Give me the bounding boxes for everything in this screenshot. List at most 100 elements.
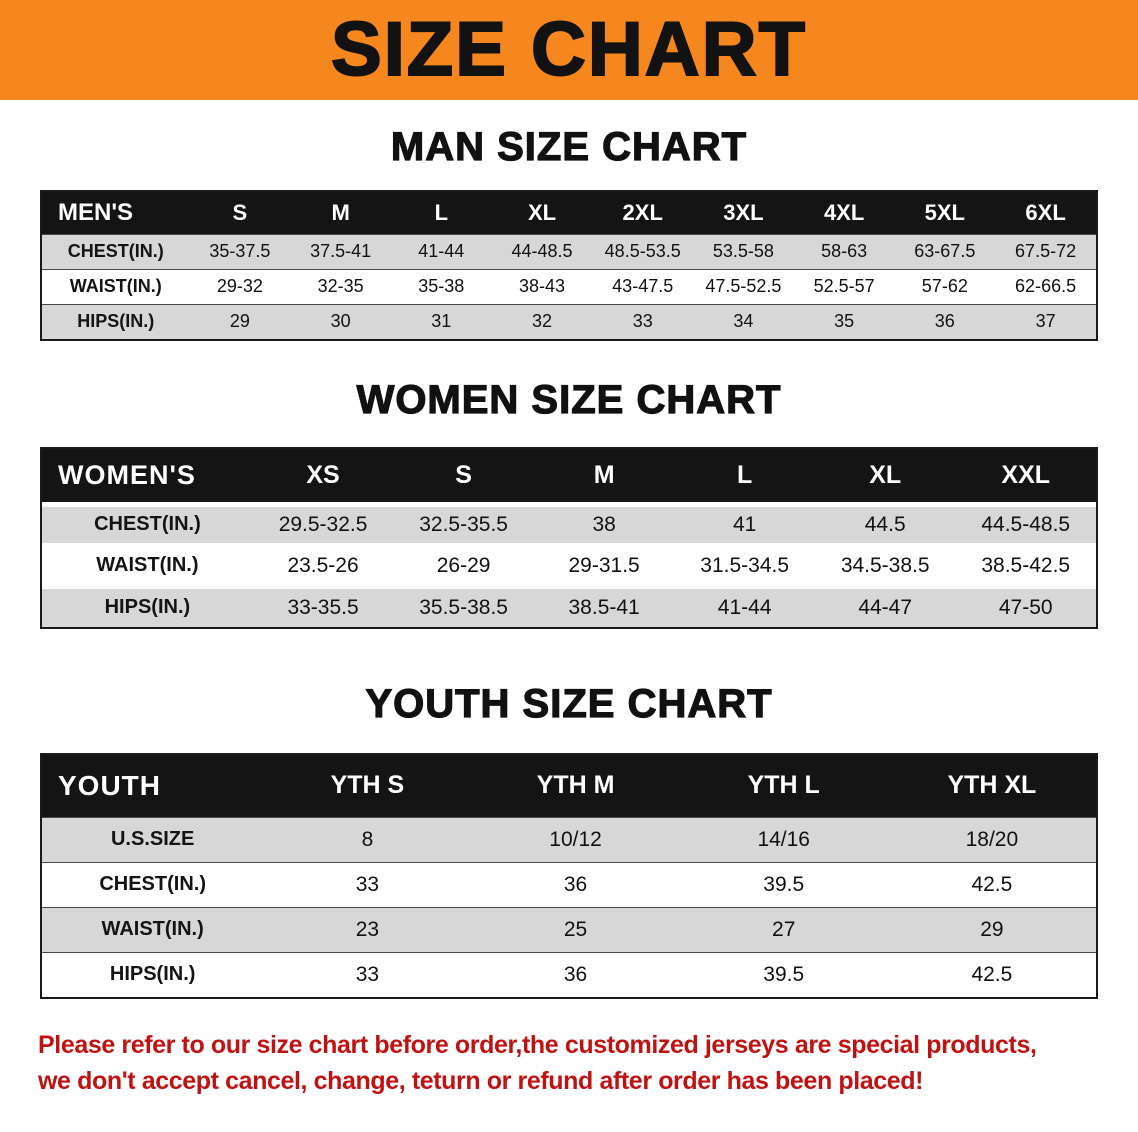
size-value-cell: 35 (834, 311, 855, 332)
row-label-cell: CHEST(IN.) (99, 873, 206, 895)
size-header-cell: M (533, 449, 675, 504)
size-value-cell: 57-62 (921, 276, 968, 296)
size-charts: MAN SIZE CHART MEN'S S M L XL 2XL 3XL 4XL 5XL 6XL… (0, 124, 1138, 999)
banner: SIZE CHART (0, 0, 1138, 100)
size-value-cell: 43-47.5 (612, 276, 674, 296)
size-value-cell: 52.5-57 (813, 276, 875, 296)
size-value-cell: 34 (733, 311, 754, 332)
youth-size-heading: YOUTH SIZE CHART (365, 681, 773, 726)
size-value-cell: 38-43 (518, 276, 566, 296)
youth-size-section: YOUTH SIZE CHART YOUTH YTH S YTH M YTH L YTH… (0, 681, 1138, 999)
size-header-cell: XXL (955, 449, 1096, 504)
size-value-cell: 63-67.5 (914, 241, 976, 261)
size-value-cell: 39.5 (763, 872, 805, 896)
table-row: HIPS(IN.) 33 36 39.5 42.5 (42, 952, 1096, 997)
size-value-cell: 44-47 (858, 595, 913, 619)
size-value-cell: 31.5-34.5 (700, 553, 790, 577)
size-header-cell: M (290, 192, 391, 234)
size-value-cell: 29 (980, 917, 1004, 941)
size-value-cell: 27 (772, 917, 796, 941)
size-value-cell: 29-31.5 (568, 553, 640, 577)
size-value-cell: 58-63 (821, 241, 868, 261)
women-size-heading: WOMEN SIZE CHART (356, 377, 782, 422)
size-value-cell: 31 (431, 311, 452, 332)
size-header-cell: YTH XL (887, 755, 1096, 817)
size-header-cell: 6XL (995, 192, 1096, 234)
table-row: WAIST(IN.) 29-32 32-35 35-38 38-43 43-47.5 47.… (42, 269, 1096, 304)
size-value-cell: 38.5-41 (568, 595, 640, 619)
man-size-table: MEN'S S M L XL 2XL 3XL 4XL 5XL 6XL CHEST(IN.) 35-37… (42, 192, 1096, 339)
size-value-cell: 29 (229, 311, 250, 332)
size-value-cell: 41 (732, 512, 757, 536)
size-value-cell: 23.5-26 (287, 553, 359, 577)
size-value-cell: 39.5 (763, 962, 805, 986)
size-value-cell: 29.5-32.5 (278, 512, 368, 536)
size-header-cell: XL (814, 449, 956, 504)
size-value-cell: 8 (361, 827, 374, 851)
size-header-cell: L (674, 449, 815, 504)
size-value-cell: 29-32 (216, 276, 263, 296)
table-row: CHEST(IN.) 35-37.5 37.5-41 41-44 44-48.5 48.5… (42, 234, 1096, 269)
size-value-cell: 47-50 (998, 595, 1053, 619)
youth-size-table: YOUTH YTH S YTH M YTH L YTH XL U.S.SIZE 8 10/12… (42, 755, 1096, 997)
row-label-cell: WAIST(IN.) (101, 918, 204, 940)
size-value-cell: 48.5-53.5 (604, 241, 681, 261)
size-header-cell: 4XL (793, 192, 895, 234)
table-title-cell: YOUTH (42, 755, 264, 817)
size-header-cell: S (189, 192, 291, 234)
size-header-cell: YTH S (263, 755, 472, 817)
size-value-cell: 44.5-48.5 (981, 512, 1071, 536)
size-value-cell: 35.5-38.5 (419, 595, 508, 619)
women-size-table-frame: WOMEN'S XS S M L XL XXL CHEST(IN.) 29.5-32.5 32.5… (40, 447, 1098, 629)
size-value-cell: 25 (563, 917, 588, 941)
size-header-cell: 3XL (693, 192, 794, 234)
women-size-section: WOMEN SIZE CHART WOMEN'S XS S M L XL XXL CHEST(… (0, 377, 1138, 629)
size-value-cell: 35-38 (418, 276, 465, 296)
size-header-cell: YTH M (471, 755, 680, 817)
size-header-cell: YTH L (679, 755, 888, 817)
size-value-cell: 38.5-42.5 (981, 553, 1071, 577)
size-value-cell: 18/20 (965, 827, 1019, 851)
size-value-cell: 41-44 (418, 241, 465, 261)
size-value-cell: 33-35.5 (287, 595, 359, 619)
size-value-cell: 37 (1035, 311, 1056, 332)
size-value-cell: 33 (355, 872, 380, 896)
disclaimer-line-2: we don't accept cancel, change, teturn o… (38, 1067, 924, 1096)
size-value-cell: 34.5-38.5 (840, 553, 930, 577)
table-row: HIPS(IN.) 29 30 31 32 33 34 35 36 37 (42, 304, 1096, 339)
size-header-cell: 2XL (592, 192, 694, 234)
size-value-cell: 47.5-52.5 (705, 276, 782, 296)
size-value-cell: 38 (592, 512, 616, 536)
size-value-cell: 35-37.5 (209, 241, 271, 261)
man-size-table-frame: MEN'S S M L XL 2XL 3XL 4XL 5XL 6XL CHEST(IN.) 35-37… (40, 190, 1098, 341)
size-header-cell: XS (252, 449, 394, 504)
page-title: SIZE CHART (330, 7, 807, 92)
size-header-cell: S (393, 449, 534, 504)
size-value-cell: 36 (934, 311, 955, 332)
size-value-cell: 67.5-72 (1015, 241, 1077, 261)
size-header-cell: XL (491, 192, 593, 234)
size-value-cell: 44.5 (864, 512, 906, 536)
size-header-cell: L (390, 192, 492, 234)
size-value-cell: 32-35 (317, 276, 364, 296)
size-value-cell: 41-44 (717, 595, 772, 619)
row-label-cell: CHEST(IN.) (67, 241, 164, 261)
table-header-row: YOUTH YTH S YTH M YTH L YTH XL (42, 755, 1096, 817)
table-row: WAIST(IN.) 23 25 27 29 (42, 907, 1096, 952)
row-label-cell: U.S.SIZE (110, 828, 195, 850)
women-size-table: WOMEN'S XS S M L XL XXL CHEST(IN.) 29.5-32.5 32.5… (42, 449, 1096, 627)
size-value-cell: 62-66.5 (1015, 276, 1077, 296)
size-value-cell: 33 (632, 311, 653, 332)
size-value-cell: 30 (330, 311, 351, 332)
table-row: CHEST(IN.) 29.5-32.5 32.5-35.5 38 41 44.5 44.5… (42, 504, 1096, 545)
size-value-cell: 36 (563, 962, 588, 986)
size-header-cell: 5XL (894, 192, 996, 234)
size-value-cell: 53.5-58 (712, 241, 774, 261)
row-label-cell: CHEST(IN.) (94, 513, 201, 535)
size-value-cell: 42.5 (971, 872, 1013, 896)
row-label-cell: WAIST(IN.) (96, 554, 199, 576)
table-title-cell: WOMEN'S (42, 449, 253, 504)
size-value-cell: 10/12 (549, 827, 602, 851)
size-value-cell: 42.5 (971, 962, 1013, 986)
